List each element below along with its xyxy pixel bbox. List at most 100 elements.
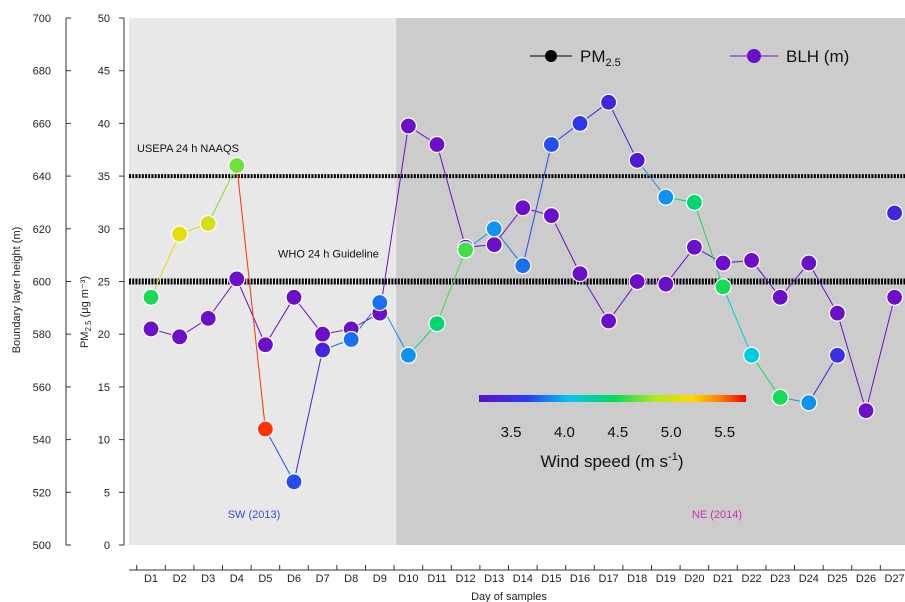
- x-tick-label: D2: [173, 573, 187, 585]
- blh-line-segment: [236, 278, 266, 345]
- legend-blh-label: BLH (m): [786, 47, 849, 66]
- blh-point: [714, 254, 732, 272]
- x-tick-label: D3: [201, 573, 215, 585]
- pm-point: [514, 257, 532, 275]
- blh-point: [771, 288, 789, 306]
- blh-point: [256, 336, 274, 354]
- reference-lines: USEPA 24 h NAAQS WHO 24 h Guideline: [129, 143, 905, 285]
- pm-y-tick-label: 10: [98, 435, 110, 447]
- x-tick-label: D23: [770, 573, 790, 585]
- left-y-tick-label: 640: [33, 171, 51, 183]
- pm-y-tick-label: 35: [98, 171, 110, 183]
- x-tick-label: D24: [799, 573, 819, 585]
- left-y-tick-label: 560: [33, 382, 51, 394]
- blh-point: [828, 304, 847, 322]
- blh-line-segment: [379, 125, 409, 314]
- blh-point: [800, 254, 818, 272]
- region-label: NE (2014): [692, 509, 742, 521]
- pm-point: [457, 241, 475, 259]
- pm-point: [542, 135, 561, 154]
- blh-point: [885, 288, 904, 306]
- pm-line-segment: [693, 202, 724, 287]
- blh-line-segment: [836, 312, 867, 411]
- pm-line-segment: [236, 165, 266, 430]
- colorbar-tick-label: 5.0: [661, 424, 682, 441]
- left-y-tick-label: 580: [33, 329, 51, 341]
- x-tick-label: D25: [827, 573, 847, 585]
- x-tick-label: D12: [456, 573, 476, 585]
- pm-point: [828, 346, 847, 364]
- pm-line-segment: [293, 349, 324, 482]
- x-axis-label: Day of samples: [471, 591, 547, 602]
- x-tick-label: D16: [570, 573, 590, 585]
- axes: 500 520 540 560 580 600 620 640 660 680 700 0 5 10 15 2…: [33, 13, 905, 585]
- pm-point: [657, 188, 675, 206]
- right-y-axis-label-sub: 2.5: [84, 320, 93, 332]
- x-tick-label: D7: [316, 573, 330, 585]
- pm-point: [800, 394, 818, 412]
- blh-point: [485, 236, 503, 254]
- blh-point: [428, 135, 446, 154]
- x-tick-label: D4: [230, 573, 244, 585]
- pm-y-tick-label: 0: [104, 540, 110, 552]
- x-tick-label: D15: [541, 573, 561, 585]
- pm-point: [371, 293, 389, 312]
- blh-point: [314, 325, 332, 343]
- pm-point: [599, 93, 618, 111]
- blh-point: [199, 309, 217, 327]
- left-y-tick-label: 620: [33, 224, 51, 236]
- left-y-tick-label: 540: [33, 435, 51, 447]
- blh-point: [742, 251, 761, 270]
- pm-point: [342, 330, 360, 349]
- blh-line-segment: [436, 144, 467, 248]
- pm-point: [428, 315, 446, 333]
- blh-line-segment: [865, 297, 896, 411]
- pm-point: [314, 341, 332, 359]
- pm-point: [171, 225, 189, 243]
- colorbar-gradient: [479, 395, 746, 402]
- legend: PM2.5 BLH (m): [530, 47, 849, 69]
- pm-point: [742, 346, 761, 364]
- colorbar-tick-label: 5.5: [714, 424, 735, 441]
- x-tick-label: D6: [287, 573, 301, 585]
- x-tick-label: D18: [627, 573, 647, 585]
- blh-line-segment: [264, 297, 295, 345]
- pm-line-segment: [150, 233, 181, 298]
- x-tick-label: D14: [513, 573, 533, 585]
- pm-y-tick-label: 50: [98, 13, 110, 25]
- blh-point: [599, 312, 618, 330]
- pm-line-segment: [808, 355, 838, 403]
- blh-point: [142, 320, 160, 338]
- pm-point: [142, 288, 160, 306]
- pm-line-segment: [207, 165, 238, 224]
- blh-point: [399, 117, 417, 135]
- pm-y-tick-label: 40: [98, 118, 110, 130]
- pm-point: [714, 278, 732, 296]
- right-y-axis-label-base: PM: [79, 332, 91, 349]
- right-y-axis-label: PM2.5 (μg m⁻³): [79, 276, 93, 348]
- x-tick-label: D27: [885, 573, 905, 585]
- x-tick-label: D21: [713, 573, 733, 585]
- blh-point: [228, 270, 246, 288]
- x-tick-label: D22: [742, 573, 762, 585]
- x-tick-label: D17: [599, 573, 619, 585]
- colorbar-tick-label: 3.5: [501, 424, 522, 441]
- pm-point: [285, 473, 303, 491]
- x-tick-label: D13: [484, 573, 504, 585]
- legend-pm-marker: [545, 50, 557, 62]
- x-tick-label: D19: [656, 573, 676, 585]
- colorbar-title: Wind speed (m s-1): [541, 451, 684, 471]
- legend-pm-label: PM2.5: [580, 47, 621, 69]
- region-label: SW (2013): [228, 509, 281, 521]
- pm-point: [571, 114, 589, 133]
- right-y-axis-label-units: (μg m⁻³): [79, 276, 91, 317]
- reference-line-label: USEPA 24 h NAAQS: [137, 143, 239, 155]
- blh-point: [857, 402, 875, 420]
- left-y-tick-label: 500: [33, 540, 51, 552]
- pm-point: [885, 204, 904, 222]
- x-tick-label: D10: [398, 573, 418, 585]
- blh-line-segment: [579, 273, 610, 322]
- pm-point: [771, 388, 789, 407]
- blh-point: [285, 288, 303, 306]
- x-tick-label: D9: [373, 573, 387, 585]
